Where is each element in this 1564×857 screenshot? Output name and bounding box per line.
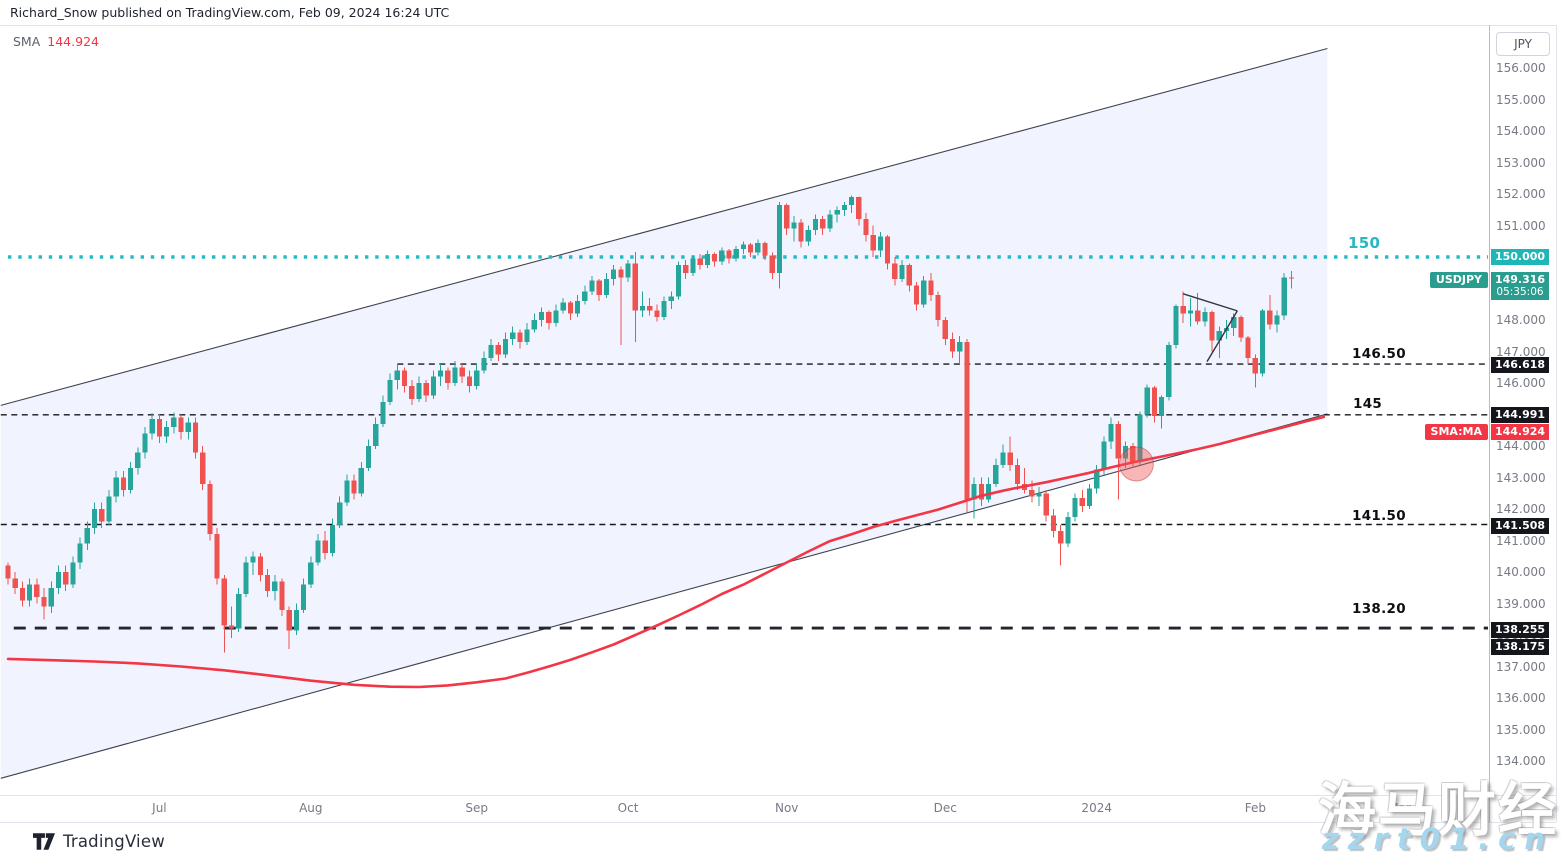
bar-countdown: 05:35:06	[1496, 286, 1544, 298]
channel-upper-line	[0, 47, 1328, 406]
publish-header: Richard_Snow published on TradingView.co…	[0, 0, 1564, 25]
price-tick-156.000: 156.000	[1496, 61, 1546, 75]
currency-button[interactable]: JPY	[1496, 32, 1550, 56]
price-badge-149.316: 149.316 05:35:06	[1491, 272, 1549, 300]
price-badge-150.000: 150.000	[1491, 249, 1549, 265]
price-tick-139.000: 139.000	[1496, 596, 1546, 611]
price-tick-134.000: 134.000	[1496, 754, 1546, 768]
time-tick-Mar: Mar	[1388, 801, 1411, 815]
price-tick-154.000: 154.000	[1496, 124, 1546, 138]
time-tick-Feb: Feb	[1244, 801, 1266, 815]
time-tick-Jul: Jul	[152, 801, 167, 815]
price-tick-140.000: 140.000	[1496, 565, 1546, 579]
price-tick-146.000: 146.000	[1496, 376, 1546, 390]
price-tick-135.000: 135.000	[1496, 722, 1546, 737]
watermark-site-name: 海马财经	[1317, 776, 1558, 844]
tradingview-attribution[interactable]: TradingView	[33, 832, 165, 851]
price-tick-155.000: 155.000	[1496, 92, 1546, 107]
price-tick-148.000: 148.000	[1496, 313, 1546, 327]
level-label-141.50: 141.50	[1352, 508, 1406, 524]
price-axis-border	[1489, 25, 1490, 822]
time-tick-Oct: Oct	[617, 801, 639, 815]
time-axis-border	[0, 795, 1556, 796]
price-badge-138.255: 138.255	[1491, 622, 1549, 638]
price-badge-144.924: 144.924	[1491, 424, 1549, 440]
price-tick-137.000: 137.000	[1496, 659, 1546, 674]
tradingview-logo-icon	[33, 833, 55, 850]
sma-ma-badge: SMA:MA	[1424, 424, 1488, 440]
price-tick-136.000: 136.000	[1496, 691, 1546, 705]
price-tick-153.000: 153.000	[1496, 155, 1546, 170]
price-tick-144.000: 144.000	[1496, 439, 1546, 453]
price-tick-152.000: 152.000	[1496, 187, 1546, 201]
sma-legend-label: SMA	[13, 34, 41, 49]
level-label-150: 150	[1348, 234, 1381, 252]
chart-bottom-border	[0, 822, 1556, 823]
price-tick-151.000: 151.000	[1496, 218, 1546, 233]
right-edge-border	[1556, 25, 1557, 822]
sma-legend-value: 144.924	[47, 34, 99, 49]
indicator-legend[interactable]: SMA 144.924	[13, 34, 99, 49]
highlight-circle	[1118, 446, 1154, 482]
pennant-line	[1183, 293, 1238, 312]
time-tick-Dec: Dec	[933, 801, 957, 815]
time-tick-Nov: Nov	[774, 801, 799, 815]
price-tick-143.000: 143.000	[1496, 470, 1546, 485]
price-badge-144.991: 144.991	[1491, 407, 1549, 423]
price-badge-141.508: 141.508	[1491, 518, 1549, 534]
time-tick-Aug: Aug	[299, 801, 323, 815]
trend-channel-fill	[0, 48, 1328, 779]
channel-lower-line	[0, 413, 1328, 779]
price-badge-138.175: 138.175	[1491, 639, 1549, 655]
level-label-145: 145	[1353, 396, 1383, 412]
price-badge-146.618: 146.618	[1491, 357, 1549, 373]
level-label-146.50: 146.50	[1352, 346, 1406, 362]
level-label-138.20: 138.20	[1352, 601, 1406, 617]
symbol-badge: USDJPY	[1429, 272, 1488, 288]
chart-top-border	[0, 25, 1556, 26]
sma-line	[6, 415, 1326, 689]
candles	[5, 195, 1294, 653]
pennant-line	[1206, 310, 1238, 362]
price-tick-141.000: 141.000	[1496, 533, 1546, 548]
time-tick-Sep: Sep	[465, 801, 488, 815]
time-tick-2024: 2024	[1081, 801, 1112, 815]
price-tick-147.000: 147.000	[1496, 344, 1546, 359]
price-tick-142.000: 142.000	[1496, 502, 1546, 516]
tradingview-logo-text: TradingView	[63, 832, 165, 851]
watermark-site-url: zzrt01.cn	[1321, 822, 1554, 856]
plot-layer	[0, 47, 1488, 779]
